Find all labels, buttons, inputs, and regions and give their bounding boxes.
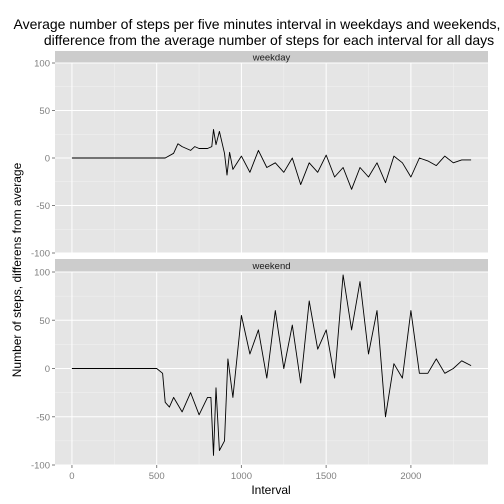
y-tick-label: 100 — [34, 59, 50, 70]
strip-label: weekend — [251, 261, 290, 272]
series-line-weekday — [71, 129, 472, 190]
x-axis: 0 500 1000 1500 2000 — [69, 465, 421, 482]
y-tick-label: 50 — [39, 106, 50, 117]
chart-title-line-2: difference from the average number of st… — [44, 32, 494, 48]
panel-weekday: weekday -100 -50 0 50 100 — [31, 51, 488, 260]
series-line-weekend — [71, 274, 472, 456]
strip-label: weekday — [252, 53, 291, 64]
chart-title-line-1: Average number of steps per five minutes… — [14, 16, 501, 32]
y-tick-label: 100 — [34, 268, 50, 279]
x-tick-label: 1500 — [316, 471, 337, 482]
y-tick-label: -50 — [36, 201, 50, 212]
y-axis-title: Number of steps, differens from average — [10, 162, 24, 377]
y-tick-label: -100 — [31, 249, 50, 260]
y-tick-label: -50 — [36, 412, 50, 423]
y-tick-label: 50 — [39, 316, 50, 327]
x-tick-label: 500 — [149, 471, 165, 482]
x-tick-label: 1000 — [231, 471, 252, 482]
panel-weekend: weekend -100 -50 0 50 100 — [31, 259, 488, 472]
y-tick-label: 0 — [45, 364, 50, 375]
y-tick-label: -100 — [31, 461, 50, 472]
y-tick-label: 0 — [45, 154, 50, 165]
x-axis-title: Interval — [251, 483, 290, 497]
strip-weekend — [55, 259, 488, 272]
facet-panels: weekday -100 -50 0 50 100 weekend -100 -50 0 50 100 — [31, 51, 488, 472]
x-tick-label: 0 — [69, 471, 74, 482]
strip-weekday — [55, 51, 488, 63]
x-tick-label: 2000 — [400, 471, 421, 482]
